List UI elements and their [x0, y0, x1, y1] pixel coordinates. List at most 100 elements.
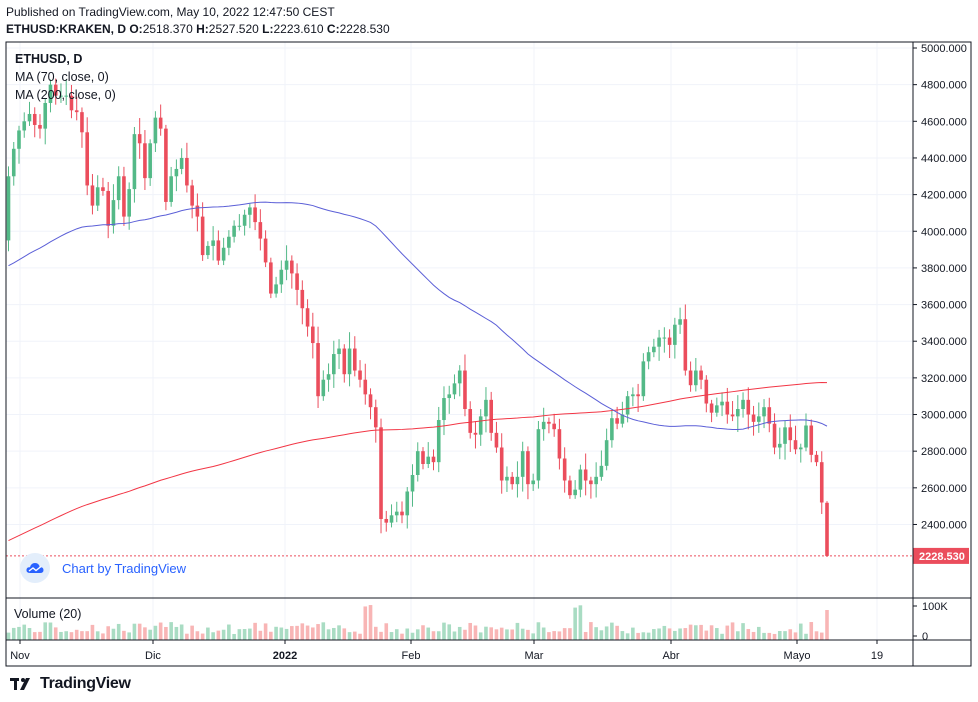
volume-bar	[657, 628, 661, 640]
time-tick-label: 19	[871, 650, 883, 662]
volume-bar	[652, 629, 656, 640]
candle-body	[295, 273, 299, 290]
candle-body	[148, 143, 152, 179]
volume-bar	[489, 627, 494, 640]
volume-bar	[809, 622, 814, 640]
volume-bar	[615, 625, 619, 640]
volume-bar	[53, 627, 58, 640]
candle-body	[704, 379, 709, 404]
candle-body	[730, 414, 735, 417]
volume-bar	[499, 627, 504, 640]
price-tick-label: 3000.000	[921, 410, 967, 422]
volume-bar	[415, 629, 420, 640]
volume-bar	[127, 632, 131, 640]
volume-bar	[290, 626, 294, 640]
candle-body	[756, 416, 761, 422]
volume-bar	[316, 624, 320, 640]
volume-bar	[610, 622, 614, 640]
candle-body	[436, 420, 441, 463]
candle-body	[311, 326, 315, 344]
chart-by-tradingview[interactable]: Chart by TradingView	[20, 553, 186, 583]
candle-body	[578, 469, 583, 490]
candle-body	[358, 370, 362, 380]
candle-body	[384, 518, 389, 523]
close-label: C:	[326, 22, 340, 36]
volume-bar	[373, 626, 378, 640]
cloud-icon	[20, 553, 50, 583]
chart-grid	[6, 42, 913, 598]
candle-body	[688, 370, 693, 386]
volume-bar	[457, 626, 462, 640]
volume-bar	[788, 629, 793, 640]
candle-body	[6, 176, 11, 241]
volume-bar	[284, 628, 289, 640]
candle-body	[17, 130, 21, 149]
candle-body	[143, 143, 147, 179]
legend-symbol: ETHUSD, D	[15, 52, 83, 66]
candle-body	[116, 176, 121, 201]
volume-bar	[494, 629, 499, 640]
candle-body	[652, 346, 656, 353]
price-axis: 5000.000 4800.000 4600.000 4400.000 4200.000…	[913, 43, 969, 564]
candle-body	[394, 511, 399, 516]
volume-bar	[132, 623, 137, 640]
volume-bar	[32, 632, 37, 640]
volume-bar	[274, 626, 278, 640]
candle-body	[657, 337, 661, 347]
time-tick-label: Dic	[145, 650, 161, 662]
volume-bar	[295, 625, 299, 640]
volume-bar	[531, 633, 535, 640]
candle-body	[751, 414, 756, 422]
volume-bar	[253, 622, 257, 640]
candle-body	[431, 456, 436, 463]
volume-bar	[746, 629, 751, 640]
candle-body	[426, 456, 431, 465]
candle-body	[400, 511, 404, 516]
volume-bar	[85, 631, 90, 640]
candle-body	[379, 427, 383, 519]
candle-body	[59, 95, 63, 97]
legend-ma70: MA (70, close, 0)	[15, 70, 109, 84]
candle-body	[80, 112, 84, 133]
tradingview-logo[interactable]: TradingView	[10, 675, 131, 693]
candle-body	[127, 189, 131, 217]
price-tick-label: 2600.000	[921, 483, 967, 495]
candle-body	[793, 440, 798, 450]
candle-body	[347, 348, 352, 375]
volume-bars	[6, 605, 829, 640]
volume-bar	[311, 627, 315, 640]
candle-body	[442, 398, 446, 421]
volume-bar	[363, 606, 368, 640]
volume-bar	[347, 632, 352, 640]
volume-bar	[101, 633, 105, 640]
candle-body	[153, 117, 158, 144]
candle-body	[499, 447, 504, 481]
volume-bar	[379, 631, 383, 640]
volume-bar	[783, 631, 787, 640]
candle-body	[53, 84, 58, 96]
volume-tick-label: 0	[922, 631, 928, 643]
candle-body	[515, 476, 520, 485]
candle-body	[410, 474, 415, 492]
price-tick-label: 3800.000	[921, 263, 967, 275]
volume-bar	[43, 622, 48, 640]
volume-bar	[248, 628, 252, 640]
volume-bar	[384, 623, 389, 640]
volume-bar	[431, 631, 436, 640]
volume-bar	[447, 624, 452, 640]
ma200-line	[8, 382, 828, 541]
candle-body	[185, 157, 189, 186]
high-value: 2527.520	[208, 22, 259, 36]
price-tick-label: 4600.000	[921, 116, 967, 128]
candle-body	[762, 407, 766, 417]
volume-bar	[520, 628, 525, 640]
volume-bar	[688, 624, 693, 640]
chart-by-text[interactable]: Chart by TradingView	[62, 560, 187, 576]
candle-body	[106, 190, 110, 226]
candle-body	[568, 480, 572, 496]
volume-bar	[221, 629, 226, 640]
candle-body	[489, 399, 494, 433]
volume-bar	[536, 622, 541, 640]
volume-bar	[777, 631, 782, 640]
